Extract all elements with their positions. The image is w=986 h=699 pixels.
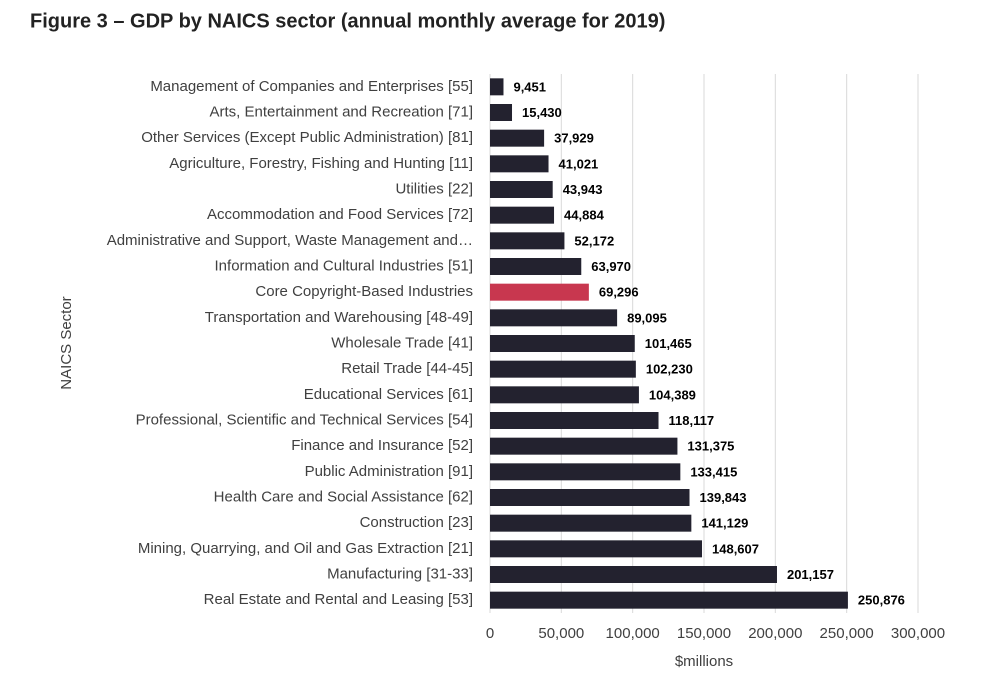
y-tick-label: Transportation and Warehousing [48-49] <box>205 309 473 326</box>
y-tick-label: Educational Services [61] <box>304 386 473 403</box>
value-label: 9,451 <box>513 79 546 94</box>
bar <box>490 360 636 378</box>
value-label: 52,172 <box>574 233 614 248</box>
y-tick-label: Public Administration [91] <box>305 463 473 480</box>
value-label: 104,389 <box>649 387 696 402</box>
bar <box>490 335 635 352</box>
value-label: 63,970 <box>591 259 631 274</box>
x-tick-label: 300,000 <box>891 625 945 642</box>
y-tick-label: Administrative and Support, Waste Manage… <box>107 232 473 249</box>
value-label: 44,884 <box>564 208 605 223</box>
y-tick-label: Management of Companies and Enterprises … <box>150 78 473 95</box>
bar <box>490 386 639 404</box>
x-tick-label: 250,000 <box>820 625 874 642</box>
value-label: 139,843 <box>700 490 747 505</box>
value-label: 250,876 <box>858 593 905 608</box>
y-tick-label: Other Services (Except Public Administra… <box>141 129 473 146</box>
y-tick-label: Mining, Quarrying, and Oil and Gas Extra… <box>138 540 473 557</box>
bar <box>490 155 549 173</box>
bar <box>490 78 504 96</box>
value-label: 141,129 <box>701 516 748 531</box>
x-tick-label: 100,000 <box>606 625 660 642</box>
x-tick-label: 200,000 <box>748 625 802 642</box>
value-label: 43,943 <box>563 182 603 197</box>
value-label: 118,117 <box>669 413 715 428</box>
value-label: 89,095 <box>627 310 667 325</box>
bar <box>490 463 681 481</box>
bar <box>490 181 553 198</box>
x-tick-label: 50,000 <box>538 625 584 642</box>
y-tick-label: Utilities [22] <box>395 180 473 197</box>
bar <box>490 412 659 429</box>
bar <box>490 232 565 250</box>
bar <box>490 104 513 121</box>
y-tick-label: Arts, Entertainment and Recreation [71] <box>210 103 473 120</box>
x-tick-label: 150,000 <box>677 625 731 642</box>
bar <box>490 591 848 609</box>
value-label: 69,296 <box>599 285 639 300</box>
y-axis-label: NAICS Sector <box>58 296 75 389</box>
chart-title: Figure 3 – GDP by NAICS sector (annual m… <box>30 10 665 32</box>
bar <box>490 206 555 224</box>
y-tick-label: Manufacturing [31-33] <box>327 565 473 582</box>
bar <box>490 309 618 327</box>
bar <box>490 566 777 583</box>
y-tick-label: Agriculture, Forestry, Fishing and Hunti… <box>169 155 473 172</box>
y-tick-label: Construction [23] <box>360 514 473 531</box>
value-label: 37,929 <box>554 131 594 146</box>
y-tick-label: Accommodation and Food Services [72] <box>207 206 473 223</box>
bar <box>490 129 545 147</box>
y-tick-label: Real Estate and Rental and Leasing [53] <box>204 591 473 608</box>
y-tick-label: Professional, Scientific and Technical S… <box>136 411 473 428</box>
value-label: 15,430 <box>522 105 562 120</box>
y-tick-label: Health Care and Social Assistance [62] <box>214 488 473 505</box>
value-label: 201,157 <box>787 567 834 582</box>
bar <box>490 514 692 532</box>
value-label: 41,021 <box>559 156 599 171</box>
y-tick-label: Information and Cultural Industries [51] <box>215 257 473 274</box>
value-label: 148,607 <box>712 541 759 556</box>
y-tick-label: Wholesale Trade [41] <box>331 334 473 351</box>
x-axis-label: $millions <box>675 653 733 670</box>
value-label: 133,415 <box>690 464 737 479</box>
bar <box>490 258 582 275</box>
bar <box>490 540 703 558</box>
bar <box>490 283 589 301</box>
y-tick-label: Finance and Insurance [52] <box>291 437 473 454</box>
value-label: 101,465 <box>645 336 692 351</box>
x-tick-label: 0 <box>486 625 494 642</box>
y-tick-label: Core Copyright-Based Industries <box>255 283 473 300</box>
bar <box>490 437 678 455</box>
value-label: 131,375 <box>687 439 734 454</box>
value-label: 102,230 <box>646 362 693 377</box>
y-tick-label: Retail Trade [44-45] <box>341 360 473 377</box>
bar <box>490 489 690 506</box>
